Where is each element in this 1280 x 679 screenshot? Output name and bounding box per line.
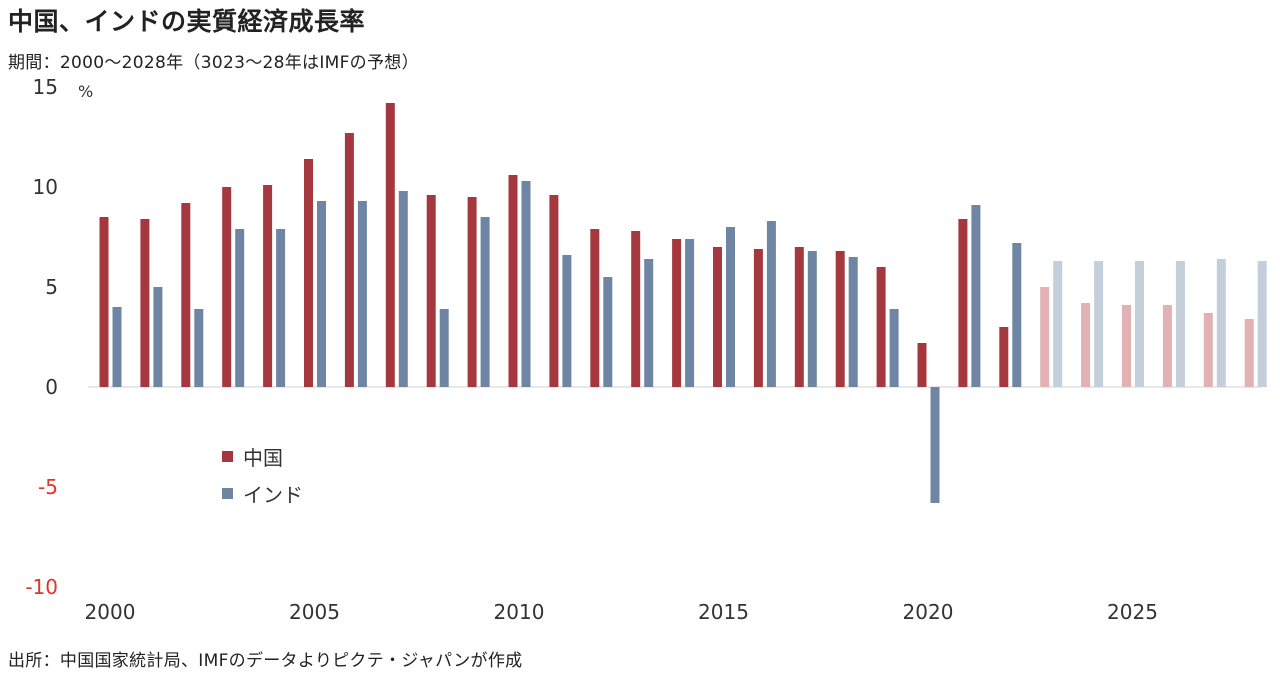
legend: 中国 インド — [222, 446, 303, 507]
y-tick-label: 0 — [45, 375, 58, 399]
bar-china-2008 — [426, 195, 436, 387]
bar-india-2002 — [194, 309, 204, 387]
bar-india-2000 — [112, 307, 122, 387]
bar-china-2004 — [263, 185, 273, 387]
x-tick-label: 2000 — [85, 600, 136, 624]
bar-india-2005 — [317, 201, 326, 387]
bar-china-2006 — [344, 133, 354, 387]
bar-china-2023 — [1040, 287, 1050, 387]
bar-china-2000 — [99, 217, 109, 387]
y-tick-label: 5 — [45, 275, 58, 299]
bar-india-2010 — [521, 181, 531, 387]
bar-india-2026 — [1175, 261, 1185, 387]
bar-india-2024 — [1094, 261, 1104, 387]
bar-china-2010 — [508, 175, 518, 387]
bar-india-2012 — [603, 277, 613, 387]
bar-china-2024 — [1081, 303, 1091, 387]
bar-india-2004 — [276, 229, 286, 387]
bar-china-2025 — [1122, 305, 1131, 387]
bar-china-2015 — [713, 247, 722, 387]
bar-india-2009 — [480, 217, 490, 387]
chart-title: 中国、インドの実質経済成長率 — [8, 7, 366, 36]
bar-china-2022 — [999, 327, 1009, 387]
legend-label-india: インド — [243, 483, 303, 507]
y-tick-label: -10 — [25, 575, 58, 599]
chart-source-note: 出所：中国国家統計局、IMFのデータよりピクテ・ジャパンが作成 — [8, 651, 523, 671]
bars-group — [99, 103, 1267, 503]
bar-india-2021 — [971, 205, 981, 387]
bar-india-2018 — [848, 257, 858, 387]
bar-china-2005 — [304, 159, 313, 387]
bar-india-2006 — [357, 201, 367, 387]
x-tick-label: 2010 — [494, 600, 545, 624]
bar-india-2023 — [1053, 261, 1063, 387]
y-axis-ticks: 15 10 5 0 -5 -10 — [25, 75, 58, 599]
bar-china-2016 — [753, 249, 763, 387]
bar-china-2011 — [549, 195, 559, 387]
bar-china-2017 — [794, 247, 804, 387]
x-tick-label: 2015 — [698, 600, 749, 624]
bar-india-2025 — [1135, 261, 1144, 387]
bar-india-2016 — [766, 221, 776, 387]
bar-china-2019 — [876, 267, 886, 387]
bar-china-2014 — [672, 239, 682, 387]
bar-india-2027 — [1216, 259, 1226, 387]
bar-china-2020 — [917, 343, 927, 387]
bar-india-2011 — [562, 255, 572, 387]
y-axis-unit: % — [78, 82, 93, 101]
bar-china-2003 — [222, 187, 232, 387]
chart-subtitle: 期間：2000～2028年（3023～28年はIMFの予想） — [8, 53, 419, 73]
bar-india-2001 — [153, 287, 163, 387]
bar-china-2009 — [467, 197, 477, 387]
bar-india-2028 — [1257, 261, 1267, 387]
bar-india-2015 — [726, 227, 735, 387]
bar-india-2003 — [235, 229, 245, 387]
x-tick-label: 2005 — [289, 600, 340, 624]
bar-china-2013 — [631, 231, 641, 387]
bar-india-2017 — [807, 251, 817, 387]
bar-china-2001 — [140, 219, 150, 387]
x-tick-label: 2020 — [903, 600, 954, 624]
bar-china-2007 — [385, 103, 395, 387]
bar-china-2026 — [1162, 305, 1172, 387]
bar-india-2014 — [685, 239, 695, 387]
y-tick-label: -5 — [38, 475, 58, 499]
bar-china-2012 — [590, 229, 600, 387]
bar-india-2008 — [439, 309, 449, 387]
legend-swatch-india — [222, 488, 233, 499]
legend-swatch-china — [222, 451, 233, 462]
bar-china-2002 — [181, 203, 191, 387]
y-tick-label: 15 — [33, 75, 58, 99]
bar-china-2018 — [835, 251, 845, 387]
bar-china-2028 — [1244, 319, 1254, 387]
x-axis-ticks: 2000 2005 2010 2015 2020 2025 — [85, 600, 1158, 624]
legend-label-china: 中国 — [243, 446, 283, 470]
x-tick-label: 2025 — [1107, 600, 1158, 624]
bar-india-2013 — [644, 259, 654, 387]
bar-india-2019 — [889, 309, 899, 387]
bar-china-2021 — [958, 219, 968, 387]
y-tick-label: 10 — [33, 175, 58, 199]
bar-india-2007 — [398, 191, 408, 387]
bar-china-2027 — [1203, 313, 1213, 387]
bar-india-2020 — [930, 387, 940, 503]
bar-india-2022 — [1012, 243, 1022, 387]
